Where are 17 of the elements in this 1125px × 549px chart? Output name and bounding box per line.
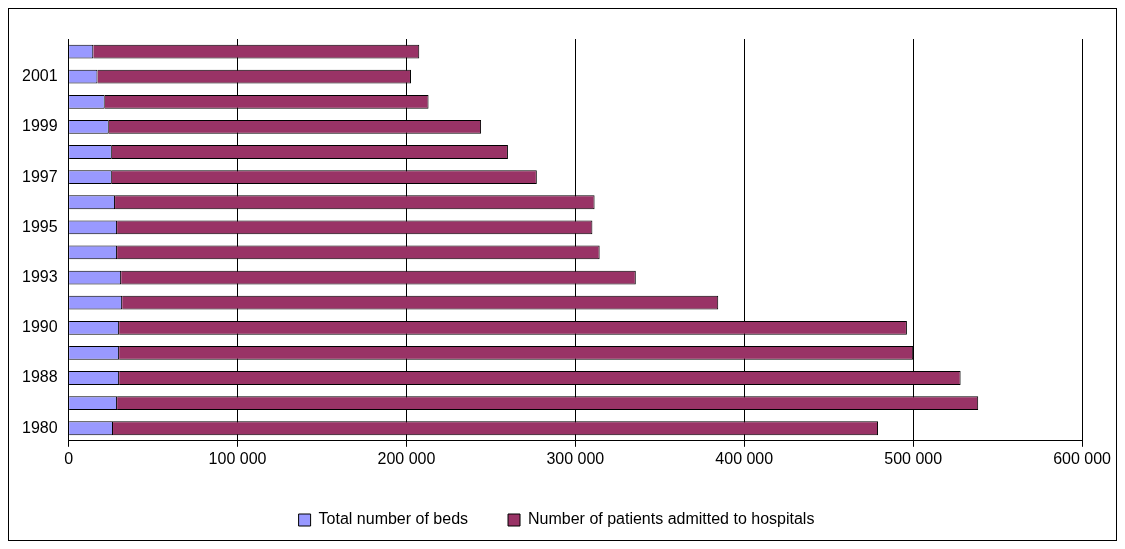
- x-tick-label: 500 000: [884, 449, 943, 467]
- y-tick-label: 1993: [22, 267, 58, 285]
- y-tick-label: 1990: [22, 318, 58, 336]
- y-tick-label: 1980: [22, 418, 58, 436]
- y-tick-label: 2001: [22, 67, 58, 85]
- x-tick-label: 400 000: [715, 449, 774, 467]
- y-tick-label: 1997: [22, 167, 58, 185]
- y-tick-label: 1995: [22, 217, 58, 235]
- legend-label: Number of patients admitted to hospitals: [528, 510, 815, 528]
- x-tick-label: 200 000: [377, 449, 436, 467]
- x-tick-label: 100 000: [208, 449, 267, 467]
- x-tick-label: 300 000: [546, 449, 605, 467]
- x-tick-label: 600 000: [1053, 449, 1112, 467]
- y-tick-label: 1988: [22, 368, 58, 386]
- y-tick-label: 1999: [22, 117, 58, 135]
- legend-label: Total number of beds: [318, 510, 469, 528]
- x-tick-label: 0: [64, 449, 74, 467]
